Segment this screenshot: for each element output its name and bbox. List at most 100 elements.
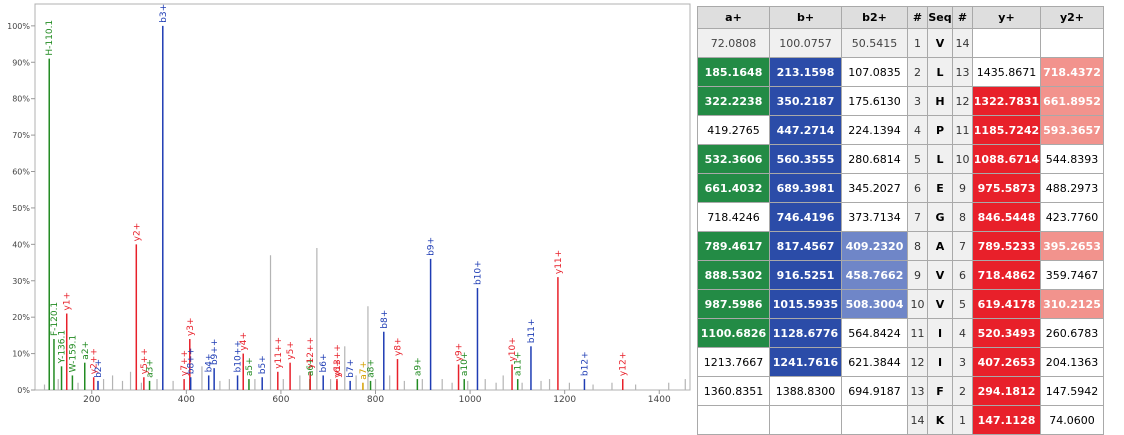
peak-label: y12++ — [306, 337, 316, 369]
b-ion-cell: 689.3981 — [769, 173, 842, 203]
y2-ion-cell: 310.2125 — [1040, 289, 1104, 319]
b2-ion-cell — [841, 405, 908, 435]
reverse-number-cell: 2 — [952, 376, 973, 406]
peak-label: W-159.1 — [68, 335, 78, 373]
sequence-residue-cell: K — [927, 405, 953, 435]
peak-label: y11++ — [274, 337, 284, 369]
table-row: 1360.8351 1388.8300 694.9187 13 F 2 294.1812 14… — [697, 376, 1104, 406]
b2-ion-cell: 373.7134 — [841, 202, 908, 232]
b2-ion-cell: 175.6130 — [841, 86, 908, 116]
y-ion-cell: 1088.6714 — [972, 144, 1041, 174]
y2-ion-cell: 260.6783 — [1040, 318, 1104, 348]
a-ion-cell: 72.0808 — [697, 28, 770, 58]
x-tick-label: 800 — [367, 395, 384, 405]
y2-ion-cell: 74.0600 — [1040, 405, 1104, 435]
y-tick-label: 20% — [12, 313, 30, 322]
peak-label: a9+ — [413, 357, 423, 376]
b2-ion-cell: 564.8424 — [841, 318, 908, 348]
sequence-residue-cell: V — [927, 289, 953, 319]
peak-label: y8+ — [393, 337, 403, 356]
y-tick-label: 40% — [12, 240, 30, 249]
spectrum-chart: H-110.1 F-120.1Y-136.1 W-159.1 y1+ a2+y2++b2… — [7, 3, 691, 405]
b-ion-cell: 916.5251 — [769, 260, 842, 290]
sequence-residue-cell: H — [927, 86, 953, 116]
b2-ion-cell: 458.7662 — [841, 260, 908, 290]
peak-label: b10+ — [473, 260, 483, 285]
b-ion-cell: 1128.6776 — [769, 318, 842, 348]
b-ion-cell: 1241.7616 — [769, 347, 842, 377]
peak-label: b9+ — [427, 237, 437, 256]
b2-ion-cell: 50.5415 — [841, 28, 908, 58]
a-ion-cell: 1213.7667 — [697, 347, 770, 377]
y2-ion-cell — [1040, 28, 1104, 58]
peak-label: b4+ — [205, 353, 215, 372]
b-ion-cell: 100.0757 — [769, 28, 842, 58]
y2-ion-cell: 544.8393 — [1040, 144, 1104, 174]
y2-ion-cell: 593.3657 — [1040, 115, 1104, 145]
peak-label: a11+ — [514, 352, 524, 377]
table-row: 532.3606 560.3555 280.6814 5 L 10 1088.6714 544… — [697, 144, 1104, 174]
a-ion-cell: 419.2765 — [697, 115, 770, 145]
y-tick-label: 30% — [12, 277, 30, 286]
peak-label: a3+ — [146, 359, 156, 378]
y-ion-cell: 1435.8671 — [972, 57, 1041, 87]
peak-label: y6+ — [333, 359, 343, 378]
table-row: 419.2765 447.2714 224.1394 4 P 11 1185.7242 593… — [697, 115, 1104, 145]
peak-label: y3+ — [186, 317, 196, 336]
b2-ion-cell: 621.3844 — [841, 347, 908, 377]
x-tick-label: 1200 — [553, 395, 576, 405]
a-ion-cell: 987.5986 — [697, 289, 770, 319]
peak-label: a7+ — [359, 361, 369, 380]
sequence-residue-cell: L — [927, 57, 953, 87]
reverse-number-cell: 12 — [952, 86, 973, 116]
peak-label: y12+ — [619, 352, 629, 376]
x-axis: 200 400 600 800 1000 1200 1400 — [83, 390, 671, 405]
peak-labels: H-110.1 F-120.1Y-136.1 W-159.1 y1+ a2+y2++b2… — [45, 4, 629, 380]
y-ion-cell: 1185.7242 — [972, 115, 1041, 145]
header-y-ion: y+ — [972, 6, 1041, 29]
y-ion-cell: 789.5233 — [972, 231, 1041, 261]
a-ion-cell: 322.2238 — [697, 86, 770, 116]
y-tick-label: 90% — [12, 58, 30, 67]
x-tick-label: 1400 — [648, 395, 671, 405]
sequence-residue-cell: P — [927, 115, 953, 145]
peak-label: b7+ — [346, 359, 356, 378]
b2-ion-cell: 694.9187 — [841, 376, 908, 406]
reverse-number-cell: 1 — [952, 405, 973, 435]
y2-ion-cell: 147.5942 — [1040, 376, 1104, 406]
peak-label: a5+ — [245, 357, 255, 376]
a-ion-cell: 1100.6826 — [697, 318, 770, 348]
header-a-ion: a+ — [697, 6, 770, 29]
reverse-number-cell: 6 — [952, 260, 973, 290]
fragment-ion-table: a+ b+ b2+ # Seq # y+ y2+ 72.0808 100.0757… — [697, 6, 1104, 435]
b-ion-cell: 746.4196 — [769, 202, 842, 232]
y2-ion-cell: 661.8952 — [1040, 86, 1104, 116]
header-b2-ion: b2+ — [841, 6, 908, 29]
b-ion-cell: 213.1598 — [769, 57, 842, 87]
a-ion-cell: 718.4246 — [697, 202, 770, 232]
header-residue-number: # — [907, 6, 928, 29]
x-tick-label: 200 — [83, 395, 100, 405]
residue-number-cell: 12 — [907, 347, 928, 377]
y-ion-cell: 407.2653 — [972, 347, 1041, 377]
sequence-residue-cell: V — [927, 260, 953, 290]
peak-label: b3+ — [159, 4, 169, 23]
residue-number-cell: 1 — [907, 28, 928, 58]
reverse-number-cell: 14 — [952, 28, 973, 58]
a-ion-cell: 888.5302 — [697, 260, 770, 290]
y2-ion-cell: 204.1363 — [1040, 347, 1104, 377]
y2-ion-cell: 488.2973 — [1040, 173, 1104, 203]
y-ion-cell: 147.1128 — [972, 405, 1041, 435]
peak-label: a2+ — [81, 341, 91, 360]
residue-number-cell: 8 — [907, 231, 928, 261]
x-tick-label: 600 — [272, 395, 289, 405]
y2-ion-cell: 718.4372 — [1040, 57, 1104, 87]
peak-label: a10+ — [460, 352, 470, 377]
y-axis: 0% 10% 20% 30% 40% 50% 60% 70% 80% 90% 100% — [7, 22, 35, 395]
peak-label: y1+ — [63, 292, 73, 311]
matched-peaks — [48, 25, 624, 390]
residue-number-cell: 14 — [907, 405, 928, 435]
peak-label: y5+ — [286, 341, 296, 360]
peak-label: F-120.1 — [50, 302, 60, 336]
peak-label: a8+ — [367, 359, 377, 378]
